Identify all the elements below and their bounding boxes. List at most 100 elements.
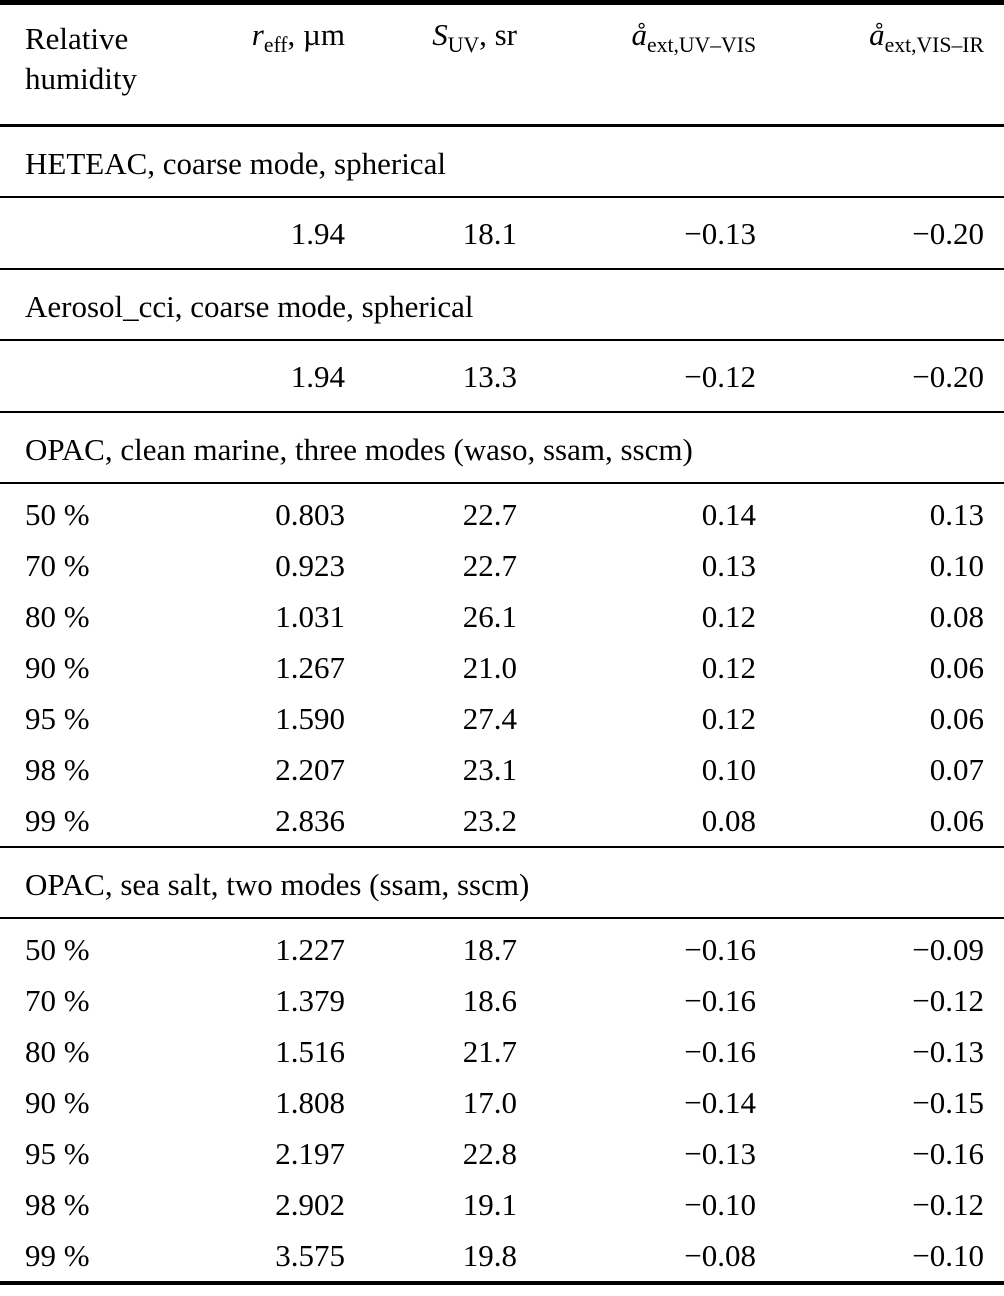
cell-relative-humidity: 90 % [25,1085,90,1121]
cell-relative-humidity: 99 % [25,1238,90,1274]
table-row: 95 % 1.590 27.4 0.12 0.06 [0,693,1004,744]
math-symbol: S [432,17,448,52]
table-row: 80 % 1.516 21.7 −0.16 −0.13 [0,1026,1004,1077]
math-suffix: , µm [287,17,345,52]
cell-relative-humidity [0,197,165,269]
math-subscript: ext,UV–VIS [646,33,756,58]
cell-value: −0.13 [684,1136,756,1172]
cell-relative-humidity: 70 % [25,548,90,584]
table-row: 50 % 1.227 18.7 −0.16 −0.09 [0,918,1004,975]
math-subscript: eff [263,33,288,58]
cell-value: −0.15 [912,1085,984,1121]
cell-value: 1.379 [275,983,345,1019]
cell-value: 0.10 [929,548,984,584]
cell-value: 0.12 [701,701,756,737]
cell-value: 2.207 [275,752,345,788]
cell-value: 0.803 [275,497,345,533]
column-header-s-uv: SUV, sr [345,2,517,128]
cell-value: 0.12 [701,599,756,635]
cell-value: −0.10 [684,1187,756,1223]
cell-value: 23.1 [462,752,517,788]
table-row: 98 % 2.207 23.1 0.10 0.07 [0,744,1004,795]
cell-value: 0.06 [929,803,984,839]
table-row: 90 % 1.267 21.0 0.12 0.06 [0,642,1004,693]
math-suffix: , sr [479,17,517,52]
section-header-label: OPAC, clean marine, three modes (waso, s… [0,411,1004,485]
table-row: 1.94 13.3 −0.12 −0.20 [0,340,1004,412]
cell-value: −0.08 [684,1238,756,1274]
table-row: 95 % 2.197 22.8 −0.13 −0.16 [0,1128,1004,1179]
cell-value: −0.16 [684,932,756,968]
cell-value: 18.6 [462,983,517,1019]
cell-value: 2.836 [275,803,345,839]
cell-value: 0.08 [701,803,756,839]
cell-value: 1.227 [275,932,345,968]
cell-value: 0.08 [929,599,984,635]
table-row: 50 % 0.803 22.7 0.14 0.13 [0,483,1004,540]
header-line-1: Relative [25,21,129,56]
cell-value: −0.14 [684,1085,756,1121]
math-symbol: å [869,17,885,52]
table-row: 99 % 2.836 23.2 0.08 0.06 [0,795,1004,847]
column-header-angstrom-ext-vis-ir: åext,VIS–IR [756,2,1004,128]
table-row: 70 % 1.379 18.6 −0.16 −0.12 [0,975,1004,1026]
section-header: HETEAC, coarse mode, spherical [0,124,1004,199]
cell-relative-humidity [0,340,165,412]
cell-relative-humidity: 95 % [25,1136,90,1172]
cell-value: 1.94 [290,216,345,252]
cell-value: 0.13 [701,548,756,584]
cell-relative-humidity: 50 % [25,932,90,968]
cell-relative-humidity: 80 % [25,599,90,635]
cell-value: 0.923 [275,548,345,584]
table-row: 70 % 0.923 22.7 0.13 0.10 [0,540,1004,591]
header-row: Relative humidity reff, µm SUV, sr åext,UV–V… [0,2,1004,128]
section-header-label: OPAC, sea salt, two modes (ssam, sscm) [0,846,1004,920]
cell-value: 18.7 [462,932,517,968]
math-subscript: UV [447,33,480,58]
table-row: 80 % 1.031 26.1 0.12 0.08 [0,591,1004,642]
cell-relative-humidity: 98 % [25,752,90,788]
cell-value: 0.07 [929,752,984,788]
cell-relative-humidity: 70 % [25,983,90,1019]
cell-value: −0.09 [912,932,984,968]
table-row: 98 % 2.902 19.1 −0.10 −0.12 [0,1179,1004,1230]
cell-relative-humidity: 99 % [25,803,90,839]
cell-value: 19.1 [462,1187,517,1223]
cell-value: 18.1 [462,216,517,252]
cell-value: −0.12 [912,983,984,1019]
cell-value: 19.8 [462,1238,517,1274]
cell-value: 0.06 [929,701,984,737]
cell-value: 0.14 [701,497,756,533]
table-row: 90 % 1.808 17.0 −0.14 −0.15 [0,1077,1004,1128]
table-header: Relative humidity reff, µm SUV, sr åext,UV–V… [0,2,1004,128]
cell-relative-humidity: 50 % [25,497,90,533]
cell-value: 22.8 [462,1136,517,1172]
cell-value: −0.20 [912,216,984,252]
cell-value: −0.13 [684,216,756,252]
cell-relative-humidity: 80 % [25,1034,90,1070]
cell-value: −0.12 [912,1187,984,1223]
cell-value: 3.575 [275,1238,345,1274]
cell-value: −0.10 [912,1238,984,1274]
cell-value: −0.12 [684,359,756,395]
cell-value: 23.2 [462,803,517,839]
cell-value: 0.12 [701,650,756,686]
table-body: HETEAC, coarse mode, spherical 1.94 18.1 −0… [0,124,1004,1284]
cell-value: 1.516 [275,1034,345,1070]
header-line-2: humidity [25,60,137,96]
cell-value: −0.20 [912,359,984,395]
cell-value: 27.4 [462,701,517,737]
cell-value: 13.3 [462,359,517,395]
section-header: OPAC, sea salt, two modes (ssam, sscm) [0,846,1004,920]
cell-value: 22.7 [462,548,517,584]
cell-value: 1.031 [275,599,345,635]
cell-value: −0.16 [684,1034,756,1070]
table-row: 1.94 18.1 −0.13 −0.20 [0,197,1004,269]
cell-relative-humidity: 95 % [25,701,90,737]
section-header-label: HETEAC, coarse mode, spherical [0,124,1004,199]
column-header-angstrom-ext-uv-vis: åext,UV–VIS [517,2,756,128]
cell-value: −0.13 [912,1034,984,1070]
cell-relative-humidity: 90 % [25,650,90,686]
